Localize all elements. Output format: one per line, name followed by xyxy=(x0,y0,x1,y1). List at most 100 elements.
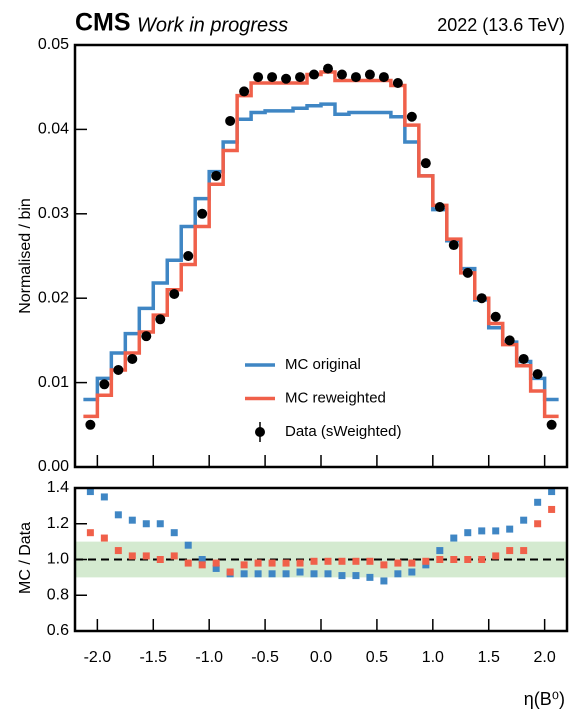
ratio-point xyxy=(394,559,402,567)
experiment: CMS xyxy=(75,9,131,37)
ratio-point xyxy=(380,577,388,585)
data-point xyxy=(113,364,124,375)
ratio-point xyxy=(408,559,416,567)
y-tick-label: 1.4 xyxy=(47,479,69,496)
ratio-point xyxy=(212,559,220,567)
x-tick-label: 0.0 xyxy=(310,649,332,666)
data-point xyxy=(225,115,236,126)
ratio-point xyxy=(492,552,500,560)
ratio-point xyxy=(198,561,206,569)
data-point xyxy=(364,69,375,80)
data-point xyxy=(378,72,389,83)
ratio-point xyxy=(506,525,514,533)
data-point xyxy=(155,314,166,325)
ratio-point xyxy=(128,516,136,524)
x-tick-label: 0.5 xyxy=(366,649,388,666)
ratio-point xyxy=(86,488,94,496)
ratio-point xyxy=(548,505,556,513)
status: Work in progress xyxy=(137,14,288,36)
data-point xyxy=(295,72,306,83)
ratio-point xyxy=(156,556,164,563)
ratio-point xyxy=(198,556,206,563)
data-point xyxy=(490,311,501,322)
y-tick-label: 0.00 xyxy=(38,458,69,475)
energy-label: 2022 (13.6 TeV) xyxy=(437,15,565,35)
x-tick-label: -2.0 xyxy=(84,649,112,666)
ratio-point xyxy=(128,552,136,560)
data-point xyxy=(476,293,487,304)
ratio-point xyxy=(156,520,164,528)
ratio-point xyxy=(408,568,416,576)
ratio-point xyxy=(114,547,122,555)
ratio-point xyxy=(478,527,486,535)
data-point xyxy=(406,111,417,122)
data-point xyxy=(127,353,138,364)
ratio-point xyxy=(506,547,514,555)
ratio-point xyxy=(282,559,290,567)
data-point xyxy=(546,419,557,430)
ratio-y-axis-title: MC / Data xyxy=(17,522,34,594)
data-point xyxy=(392,77,403,88)
ratio-point xyxy=(310,557,318,565)
data-point xyxy=(420,158,431,169)
ratio-point xyxy=(436,556,444,563)
data-point xyxy=(183,251,194,261)
data-point xyxy=(309,69,320,80)
ratio-point xyxy=(114,511,122,519)
ratio-point xyxy=(254,559,262,567)
ratio-point xyxy=(296,568,304,576)
data-point xyxy=(322,63,333,74)
ratio-point xyxy=(464,556,472,563)
x-tick-label: 2.0 xyxy=(534,649,556,666)
ratio-point xyxy=(380,561,388,569)
ratio-point xyxy=(520,547,528,555)
y-tick-label: 0.8 xyxy=(47,586,69,603)
data-point xyxy=(85,419,96,430)
data-point xyxy=(169,288,180,299)
y-tick-label: 0.02 xyxy=(38,289,69,306)
ratio-point xyxy=(324,570,332,578)
data-point xyxy=(141,331,152,342)
plot-frame xyxy=(73,486,569,633)
ratio-point xyxy=(184,559,192,567)
ratio-point xyxy=(534,498,542,506)
plot-frame xyxy=(73,43,569,469)
ratio-point xyxy=(268,559,276,567)
ratio-point xyxy=(436,547,444,555)
data-point xyxy=(253,72,264,83)
ratio-point xyxy=(352,557,360,565)
ratio-point xyxy=(548,488,556,496)
data-point xyxy=(99,379,110,390)
ratio-point xyxy=(254,570,262,578)
ratio-point xyxy=(534,520,542,528)
data-point xyxy=(281,73,292,84)
ratio-point xyxy=(450,556,458,563)
ratio-point xyxy=(338,572,346,580)
ratio-point xyxy=(296,559,304,567)
y-tick-label: 0.04 xyxy=(38,121,69,138)
ratio-point xyxy=(366,573,374,581)
ratio-point xyxy=(394,570,402,578)
ratio-point xyxy=(142,552,150,560)
ratio-point xyxy=(520,516,528,524)
ratio-point xyxy=(268,570,276,578)
data-point xyxy=(336,69,347,80)
legend-label: MC original xyxy=(285,356,361,373)
x-tick-label: 1.0 xyxy=(422,649,444,666)
ratio-point xyxy=(310,570,318,578)
y-tick-label: 0.01 xyxy=(38,374,69,391)
data-point xyxy=(197,208,208,219)
ratio-point xyxy=(422,557,430,565)
legend-label: MC reweighted xyxy=(285,389,386,406)
data-point xyxy=(211,170,222,181)
x-tick-label: -1.5 xyxy=(139,649,167,666)
legend-label: Data (sWeighted) xyxy=(285,423,401,440)
y-tick-label: 1.0 xyxy=(47,551,69,568)
x-tick-label: -0.5 xyxy=(251,649,279,666)
data-point xyxy=(239,86,250,97)
ratio-point xyxy=(324,557,332,565)
x-axis-title: η(B⁰) xyxy=(524,689,565,709)
ratio-point xyxy=(422,561,430,569)
ratio-point xyxy=(170,529,178,537)
